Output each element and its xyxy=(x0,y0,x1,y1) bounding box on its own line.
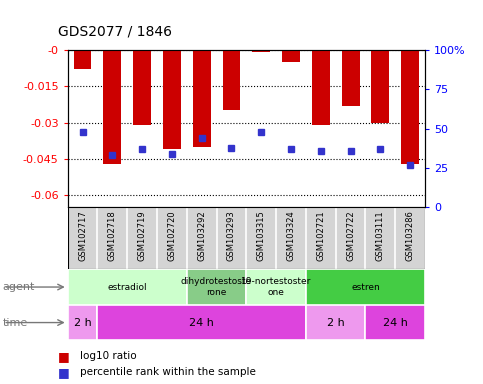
Bar xyxy=(73,50,91,69)
Text: GSM103293: GSM103293 xyxy=(227,210,236,261)
Text: ■: ■ xyxy=(58,350,70,363)
Text: ■: ■ xyxy=(58,366,70,379)
Text: 2 h: 2 h xyxy=(327,318,344,328)
Text: GSM103111: GSM103111 xyxy=(376,210,385,261)
Text: 19-nortestoster
one: 19-nortestoster one xyxy=(241,277,312,297)
Bar xyxy=(341,50,359,106)
Text: GSM102721: GSM102721 xyxy=(316,210,325,261)
Text: time: time xyxy=(2,318,28,328)
Bar xyxy=(223,50,241,111)
Bar xyxy=(306,305,366,340)
Bar xyxy=(163,50,181,149)
Text: estren: estren xyxy=(351,283,380,291)
Text: 24 h: 24 h xyxy=(383,318,408,328)
Text: 24 h: 24 h xyxy=(189,318,214,328)
Text: GSM102717: GSM102717 xyxy=(78,210,87,261)
Bar xyxy=(133,50,151,125)
Text: dihydrotestoste
rone: dihydrotestoste rone xyxy=(181,277,252,297)
Bar xyxy=(312,50,330,125)
Text: GSM103315: GSM103315 xyxy=(257,210,266,261)
Bar xyxy=(98,305,306,340)
Bar xyxy=(371,50,389,122)
Text: estradiol: estradiol xyxy=(107,283,147,291)
Text: GSM103292: GSM103292 xyxy=(197,210,206,261)
Text: percentile rank within the sample: percentile rank within the sample xyxy=(80,367,256,377)
Text: 2 h: 2 h xyxy=(73,318,91,328)
Text: GSM103324: GSM103324 xyxy=(286,210,296,261)
Bar xyxy=(246,269,306,305)
Text: agent: agent xyxy=(2,282,35,292)
Bar xyxy=(187,269,246,305)
Bar xyxy=(401,50,419,164)
Text: GDS2077 / 1846: GDS2077 / 1846 xyxy=(58,25,172,38)
Text: GSM103286: GSM103286 xyxy=(406,210,414,261)
Bar xyxy=(103,50,121,164)
Bar xyxy=(306,269,425,305)
Bar xyxy=(68,269,187,305)
Text: GSM102719: GSM102719 xyxy=(138,210,146,261)
Bar xyxy=(252,50,270,52)
Bar xyxy=(282,50,300,62)
Bar xyxy=(193,50,211,147)
Text: GSM102722: GSM102722 xyxy=(346,210,355,261)
Text: GSM102720: GSM102720 xyxy=(168,210,176,261)
Text: log10 ratio: log10 ratio xyxy=(80,351,136,361)
Bar xyxy=(366,305,425,340)
Bar xyxy=(68,305,98,340)
Text: GSM102718: GSM102718 xyxy=(108,210,117,261)
